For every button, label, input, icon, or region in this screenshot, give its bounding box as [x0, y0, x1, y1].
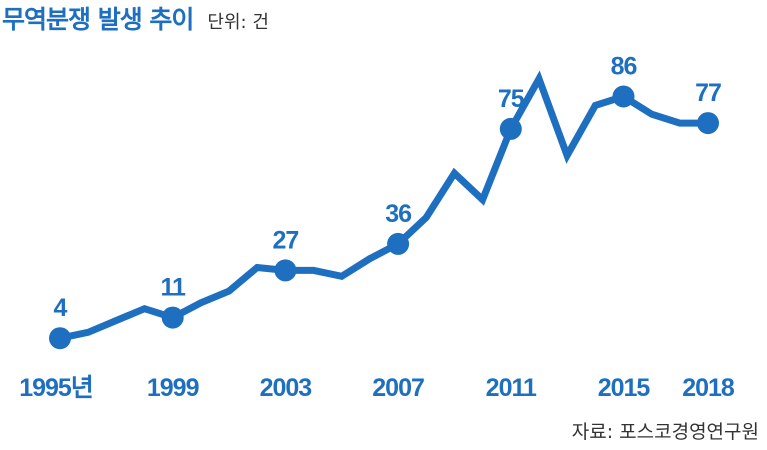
series-line [56, 70, 712, 342]
data-label: 36 [385, 200, 411, 228]
data-label: 4 [54, 294, 68, 322]
data-label: 86 [611, 53, 637, 81]
chart-title: 무역분쟁 발생 추이 [2, 5, 194, 34]
x-tick-label: 1999 [147, 374, 199, 402]
data-label: 75 [498, 85, 525, 113]
data-point-marker [49, 327, 71, 350]
x-tick-label: 2003 [260, 374, 312, 402]
data-point-marker [697, 112, 719, 135]
unit-label: 단위: 건 [207, 12, 269, 33]
x-tick-label: 2018 [682, 374, 735, 402]
x-tick-label: 2007 [372, 374, 424, 402]
data-point-marker [612, 85, 635, 108]
data-label: 27 [272, 226, 298, 254]
x-tick-label: 1995년 [19, 374, 93, 402]
data-label: 11 [160, 274, 186, 302]
data-point-marker [387, 232, 410, 255]
source-note: 자료: 포스코경영연구원 [571, 421, 759, 443]
data-point-marker [274, 259, 297, 282]
data-point-marker [499, 117, 522, 140]
data-label: 77 [695, 79, 721, 107]
title-row: 무역분쟁 발생 추이 단위: 건 [2, 0, 269, 40]
data-point-marker [161, 306, 184, 329]
x-tick-label: 2011 [486, 374, 537, 402]
x-tick-label: 2015 [598, 374, 651, 402]
